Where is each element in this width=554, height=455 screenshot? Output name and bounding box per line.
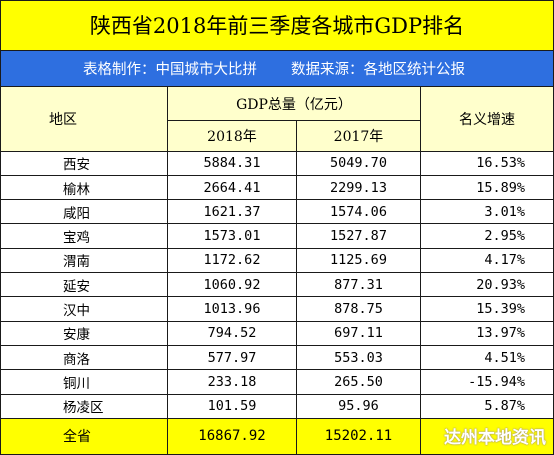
total-2018-cell: 16867.92: [167, 417, 297, 455]
header-growth: 名义增速: [420, 85, 554, 152]
header-2017: 2017年: [296, 120, 421, 152]
region-cell: 渭南: [0, 247, 168, 274]
total-row: 全省 16867.92 15202.11: [0, 417, 554, 455]
growth-cell: 2.95%: [420, 223, 554, 249]
growth-cell: 16.53%: [420, 150, 554, 176]
table-row: 宝鸡 1573.01 1527.87 2.95%: [0, 223, 554, 249]
header-gdp-total: GDP总量（亿元）: [167, 85, 421, 122]
maker-text: 表格制作：中国城市大比拼: [83, 61, 257, 78]
region-cell: 咸阳: [0, 199, 168, 225]
table-row: 榆林 2664.41 2299.13 15.89%: [0, 174, 554, 201]
header-region: 地区: [0, 85, 168, 152]
gdp-2018-cell: 233.18: [167, 369, 297, 395]
gdp-2018-cell: 577.97: [167, 345, 297, 371]
gdp-2017-cell: 95.96: [296, 393, 421, 419]
gdp-2017-cell: 5049.70: [296, 150, 421, 176]
gdp-2018-cell: 5884.31: [167, 150, 297, 176]
table-row: 汉中 1013.96 878.75 15.39%: [0, 296, 554, 322]
header-2018: 2018年: [167, 120, 297, 152]
growth-cell: 20.93%: [420, 272, 554, 298]
gdp-2018-cell: 1573.01: [167, 223, 297, 249]
growth-cell: 3.01%: [420, 199, 554, 225]
region-cell: 榆林: [0, 174, 168, 201]
region-cell: 安康: [0, 320, 168, 347]
gdp-2017-cell: 697.11: [296, 320, 421, 347]
gdp-2018-cell: 794.52: [167, 320, 297, 347]
source-text: 数据来源：各地区统计公报: [291, 61, 465, 78]
gdp-2017-cell: 1527.87: [296, 223, 421, 249]
header-row-1: 地区 GDP总量（亿元） 名义增速: [0, 85, 554, 152]
info-bar: 表格制作：中国城市大比拼 数据来源：各地区统计公报: [0, 49, 554, 87]
region-cell: 杨凌区: [0, 393, 168, 419]
region-cell: 铜川: [0, 369, 168, 395]
gdp-2017-cell: 877.31: [296, 272, 421, 298]
total-region-cell: 全省: [0, 417, 168, 455]
total-2017-cell: 15202.11: [296, 417, 421, 455]
growth-cell: -15.94%: [420, 369, 554, 395]
total-growth-cell: [420, 417, 554, 455]
gdp-2017-cell: 2299.13: [296, 174, 421, 201]
table-row: 商洛 577.97 553.03 4.51%: [0, 345, 554, 371]
gdp-2018-cell: 1621.37: [167, 199, 297, 225]
gdp-2017-cell: 878.75: [296, 296, 421, 322]
gdp-2017-cell: 265.50: [296, 369, 421, 395]
gdp-2017-cell: 1574.06: [296, 199, 421, 225]
growth-cell: 13.97%: [420, 320, 554, 347]
table-row: 西安 5884.31 5049.70 16.53%: [0, 150, 554, 176]
title-row: 陕西省2018年前三季度各城市GDP排名: [0, 0, 554, 51]
region-cell: 西安: [0, 150, 168, 176]
table-row: 铜川 233.18 265.50 -15.94%: [0, 369, 554, 395]
gdp-2018-cell: 1060.92: [167, 272, 297, 298]
region-cell: 商洛: [0, 345, 168, 371]
watermark-text: 达州本地资讯: [444, 428, 546, 448]
region-cell: 延安: [0, 272, 168, 298]
growth-cell: 4.51%: [420, 345, 554, 371]
gdp-2018-cell: 1172.62: [167, 247, 297, 274]
growth-cell: 5.87%: [420, 393, 554, 419]
table-row: 杨凌区 101.59 95.96 5.87%: [0, 393, 554, 419]
region-cell: 宝鸡: [0, 223, 168, 249]
table-row: 安康 794.52 697.11 13.97%: [0, 320, 554, 347]
gdp-2018-cell: 1013.96: [167, 296, 297, 322]
table-title: 陕西省2018年前三季度各城市GDP排名: [0, 0, 554, 51]
growth-cell: 4.17%: [420, 247, 554, 274]
growth-cell: 15.89%: [420, 174, 554, 201]
info-row: 表格制作：中国城市大比拼 数据来源：各地区统计公报: [0, 49, 554, 87]
gdp-2018-cell: 2664.41: [167, 174, 297, 201]
gdp-2017-cell: 1125.69: [296, 247, 421, 274]
growth-cell: 15.39%: [420, 296, 554, 322]
table-row: 渭南 1172.62 1125.69 4.17%: [0, 247, 554, 274]
gdp-2017-cell: 553.03: [296, 345, 421, 371]
table-row: 咸阳 1621.37 1574.06 3.01%: [0, 199, 554, 225]
gdp-2018-cell: 101.59: [167, 393, 297, 419]
header-row-2: 2018年 2017年: [1, 120, 554, 152]
table-row: 延安 1060.92 877.31 20.93%: [0, 272, 554, 298]
region-cell: 汉中: [0, 296, 168, 322]
